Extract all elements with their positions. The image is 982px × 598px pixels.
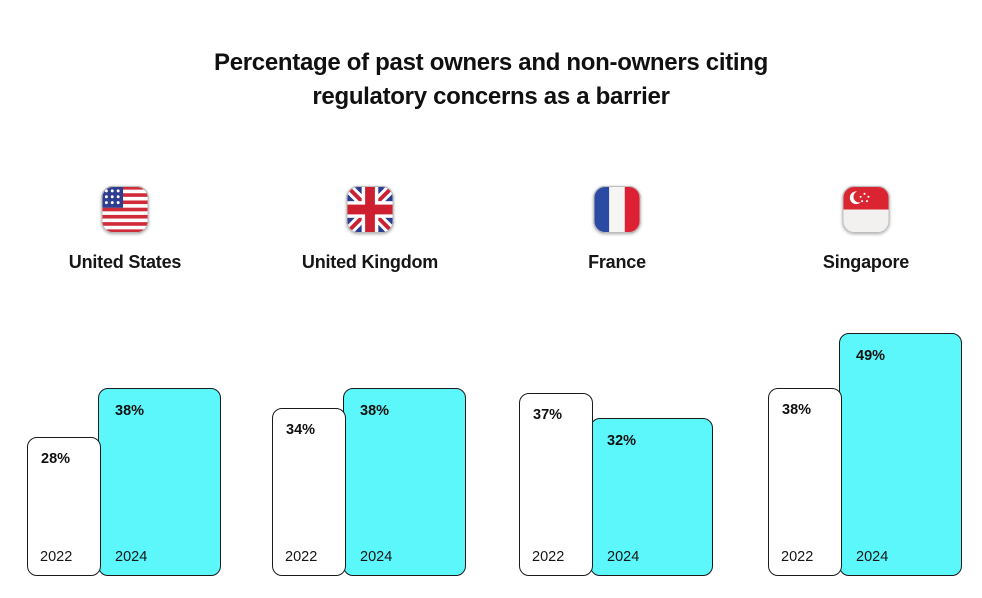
bar-value-label: 49% <box>856 348 886 364</box>
bar-pair: 38% 2022 49% 2024 <box>768 333 964 576</box>
bar-value-label: 34% <box>286 422 316 438</box>
bar-value-label: 37% <box>533 407 563 423</box>
bar-value-label: 28% <box>41 451 71 467</box>
country-group-united-states: United States 28% 2022 38% 2024 <box>27 186 223 576</box>
bar-united-states-2022: 28% 2022 <box>27 437 101 576</box>
country-group-singapore: Singapore 38% 2022 49% 2024 <box>768 186 964 576</box>
bar-value-label: 32% <box>607 433 637 449</box>
chart-title-line2: regulatory concerns as a barrier <box>312 83 670 110</box>
bar-year-label: 2024 <box>856 549 889 565</box>
bar-year-label: 2022 <box>532 549 565 565</box>
bar-pair: 28% 2022 38% 2024 <box>27 388 223 576</box>
france-flag-icon <box>593 186 641 233</box>
bar-year-label: 2022 <box>781 549 814 565</box>
chart-title-line1: Percentage of past owners and non-owners… <box>214 49 768 76</box>
bar-value-label: 38% <box>115 403 145 419</box>
bar-singapore-2022: 38% 2022 <box>768 388 842 576</box>
country-group-france: France 37% 2022 32% 2024 <box>519 186 715 576</box>
country-label: Singapore <box>822 252 910 272</box>
bar-france-2024: 32% 2024 <box>590 418 713 576</box>
bar-year-label: 2024 <box>607 549 640 565</box>
bar-pair: 37% 2022 32% 2024 <box>519 393 715 576</box>
bar-year-label: 2022 <box>40 549 73 565</box>
bar-pair: 34% 2022 38% 2024 <box>272 388 468 576</box>
bar-united-states-2024: 38% 2024 <box>98 388 221 576</box>
country-group-united-kingdom: United Kingdom 34% 2022 38% 2024 <box>272 186 468 576</box>
country-label: United Kingdom <box>301 252 439 272</box>
bar-united-kingdom-2024: 38% 2024 <box>343 388 466 576</box>
us-flag-icon <box>101 186 149 233</box>
bar-value-label: 38% <box>360 403 390 419</box>
country-label: United States <box>68 252 182 272</box>
bar-value-label: 38% <box>782 402 812 418</box>
chart-title: Percentage of past owners and non-owners… <box>0 46 982 114</box>
bar-year-label: 2024 <box>360 549 393 565</box>
country-label: France <box>588 252 646 272</box>
uk-flag-icon <box>346 186 394 233</box>
bar-singapore-2024: 49% 2024 <box>839 333 962 576</box>
bar-france-2022: 37% 2022 <box>519 393 593 576</box>
bar-year-label: 2024 <box>115 549 148 565</box>
bar-year-label: 2022 <box>285 549 318 565</box>
bar-united-kingdom-2022: 34% 2022 <box>272 408 346 576</box>
singapore-flag-icon <box>842 186 890 233</box>
